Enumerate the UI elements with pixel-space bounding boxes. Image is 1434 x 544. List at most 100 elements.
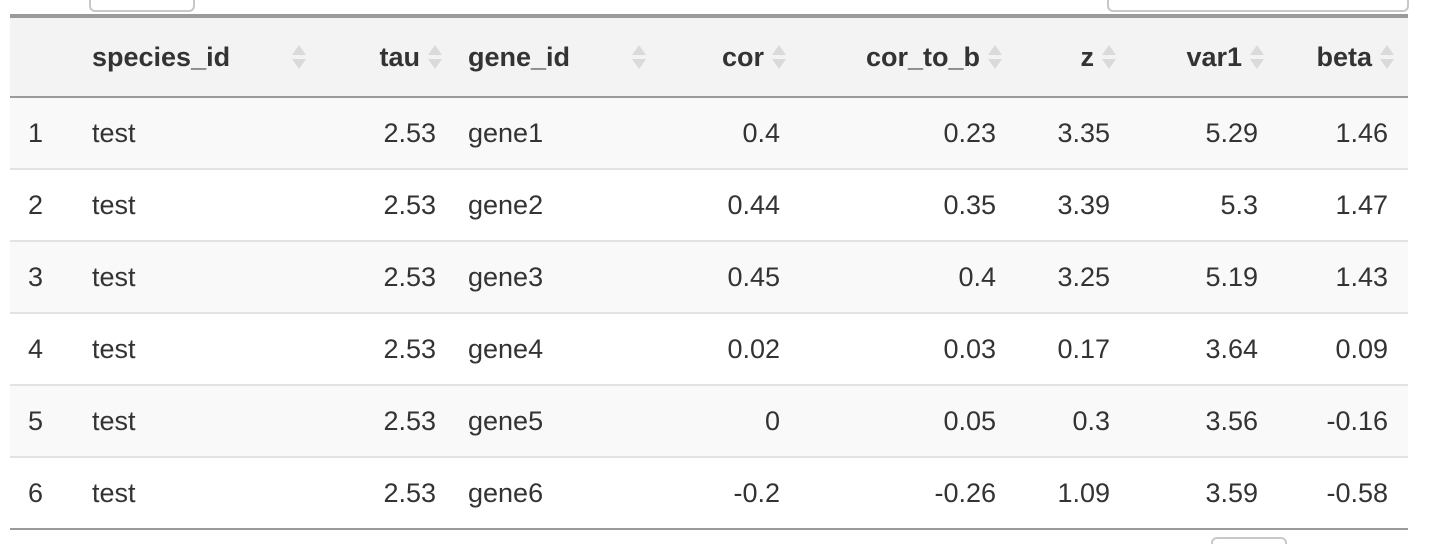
column-header-species-id[interactable]: species_id <box>80 16 320 97</box>
column-header-var1[interactable]: var1 <box>1130 16 1278 97</box>
sort-both-icon[interactable] <box>1380 45 1394 69</box>
cell-cor-to-b: 0.23 <box>943 117 996 148</box>
sort-ascending-icon <box>632 45 646 55</box>
cell-beta: 1.47 <box>1335 189 1388 220</box>
sort-both-icon[interactable] <box>772 45 786 69</box>
column-header-gene-id[interactable]: gene_id <box>456 16 660 97</box>
data-table-container: species_id tau gene_id cor cor_to_b z var1 beta… <box>10 14 1408 530</box>
sort-both-icon[interactable] <box>428 45 442 69</box>
column-header-label: species_id <box>92 41 231 72</box>
column-header-content: z <box>1016 18 1130 96</box>
column-header-label: beta <box>1316 41 1372 72</box>
column-header-label: var1 <box>1186 41 1242 72</box>
column-header-content: var1 <box>1130 18 1278 96</box>
sort-both-icon[interactable] <box>632 45 646 69</box>
cell-cor-to-b: 0.4 <box>958 261 996 292</box>
cell-beta: 1.46 <box>1335 117 1388 148</box>
cell-var1: 5.29 <box>1205 117 1258 148</box>
sort-descending-icon <box>988 59 1002 69</box>
column-header-beta[interactable]: beta <box>1278 16 1408 97</box>
table-row[interactable]: 3 test 2.53 gene3 0.45 0.4 3.25 5.19 1.43 <box>10 241 1408 313</box>
cell-cor-to-b: 0.03 <box>943 333 996 364</box>
cell-index: 2 <box>28 189 44 220</box>
page-length-select[interactable] <box>89 0 195 12</box>
column-header-index <box>10 16 80 97</box>
cell-tau: 2.53 <box>383 333 436 364</box>
cell-gene-id: gene3 <box>468 261 544 292</box>
sort-both-icon[interactable] <box>1102 45 1116 69</box>
cell-tau: 2.53 <box>383 405 436 436</box>
column-header-content <box>10 18 80 96</box>
cell-z: 0.3 <box>1072 405 1110 436</box>
table-body: 1 test 2.53 gene1 0.4 0.23 3.35 5.29 1.46 2 test 2.… <box>10 97 1408 529</box>
cell-index: 3 <box>28 261 44 292</box>
sort-ascending-icon <box>1380 45 1394 55</box>
cell-tau: 2.53 <box>383 189 436 220</box>
sort-descending-icon <box>632 59 646 69</box>
column-header-content: cor_to_b <box>800 18 1016 96</box>
cell-index: 4 <box>28 333 44 364</box>
cell-species-id: test <box>92 405 136 436</box>
sort-ascending-icon <box>772 45 786 55</box>
sort-ascending-icon <box>1102 45 1116 55</box>
cell-cor: 0.02 <box>727 333 780 364</box>
cell-var1: 5.19 <box>1205 261 1258 292</box>
cell-var1: 3.56 <box>1205 405 1258 436</box>
sort-ascending-icon <box>1250 45 1264 55</box>
cell-cor-to-b: 0.05 <box>943 405 996 436</box>
cell-cor: 0.45 <box>727 261 780 292</box>
cell-z: 0.17 <box>1057 333 1110 364</box>
cell-beta: 1.43 <box>1335 261 1388 292</box>
sort-both-icon[interactable] <box>1250 45 1264 69</box>
sort-descending-icon <box>428 59 442 69</box>
sort-descending-icon <box>1380 59 1394 69</box>
cell-gene-id: gene1 <box>468 117 544 148</box>
column-header-content: beta <box>1278 18 1408 96</box>
table-row[interactable]: 6 test 2.53 gene6 -0.2 -0.26 1.09 3.59 -0.58 <box>10 457 1408 529</box>
cell-species-id: test <box>92 261 136 292</box>
table-row[interactable]: 1 test 2.53 gene1 0.4 0.23 3.35 5.29 1.46 <box>10 97 1408 169</box>
table-row[interactable]: 4 test 2.53 gene4 0.02 0.03 0.17 3.64 0.09 <box>10 313 1408 385</box>
cell-index: 6 <box>28 477 44 508</box>
cell-cor: 0.44 <box>727 189 780 220</box>
cell-index: 1 <box>28 117 44 148</box>
cell-gene-id: gene2 <box>468 189 544 220</box>
column-header-content: gene_id <box>456 18 660 96</box>
cell-z: 3.35 <box>1057 117 1110 148</box>
sort-descending-icon <box>292 59 306 69</box>
cell-z: 3.39 <box>1057 189 1110 220</box>
sort-both-icon[interactable] <box>988 45 1002 69</box>
pagination-button[interactable] <box>1211 537 1287 544</box>
cell-cor-to-b: -0.26 <box>934 477 996 508</box>
cell-gene-id: gene5 <box>468 405 544 436</box>
cell-tau: 2.53 <box>383 117 436 148</box>
sort-both-icon[interactable] <box>292 45 306 69</box>
column-header-label: cor_to_b <box>865 41 980 72</box>
column-header-tau[interactable]: tau <box>320 16 456 97</box>
table-row[interactable]: 2 test 2.53 gene2 0.44 0.35 3.39 5.3 1.47 <box>10 169 1408 241</box>
cell-species-id: test <box>92 189 136 220</box>
cell-index: 5 <box>28 405 44 436</box>
data-table: species_id tau gene_id cor cor_to_b z var1 beta… <box>10 14 1408 530</box>
sort-descending-icon <box>772 59 786 69</box>
column-header-z[interactable]: z <box>1016 16 1130 97</box>
column-header-label: cor <box>721 41 764 72</box>
sort-descending-icon <box>1250 59 1264 69</box>
cell-cor-to-b: 0.35 <box>943 189 996 220</box>
cell-z: 1.09 <box>1057 477 1110 508</box>
cell-gene-id: gene4 <box>468 333 544 364</box>
cell-beta: -0.16 <box>1326 405 1388 436</box>
column-header-content: species_id <box>80 18 320 96</box>
search-input[interactable] <box>1107 0 1409 12</box>
column-header-content: tau <box>320 18 456 96</box>
column-header-cor-to-b[interactable]: cor_to_b <box>800 16 1016 97</box>
sort-descending-icon <box>1102 59 1116 69</box>
table-header: species_id tau gene_id cor cor_to_b z var1 beta <box>10 16 1408 97</box>
column-header-cor[interactable]: cor <box>660 16 800 97</box>
cell-species-id: test <box>92 117 136 148</box>
table-row[interactable]: 5 test 2.53 gene5 0 0.05 0.3 3.56 -0.16 <box>10 385 1408 457</box>
cell-species-id: test <box>92 477 136 508</box>
cell-beta: 0.09 <box>1335 333 1388 364</box>
cell-var1: 3.64 <box>1205 333 1258 364</box>
